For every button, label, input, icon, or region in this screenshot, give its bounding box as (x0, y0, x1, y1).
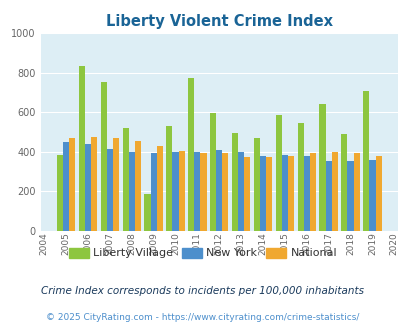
Bar (275, 115, 281, 231)
Bar (303, 156, 309, 231)
Bar (287, 156, 293, 231)
Bar (107, 149, 113, 231)
Bar (341, 134, 347, 231)
Bar (100, 82, 107, 231)
Bar (297, 123, 303, 231)
Bar (200, 153, 206, 231)
Bar (331, 152, 337, 231)
Bar (353, 153, 359, 231)
Bar (259, 156, 265, 231)
Bar (69, 138, 75, 231)
Bar (369, 160, 375, 231)
Title: Liberty Violent Crime Index: Liberty Violent Crime Index (105, 14, 332, 29)
Bar (85, 144, 91, 231)
Bar (144, 194, 150, 231)
Bar (237, 152, 243, 231)
Bar (63, 142, 69, 231)
Bar (222, 153, 228, 231)
Bar (362, 91, 369, 231)
Bar (134, 141, 141, 231)
Bar (309, 153, 315, 231)
Bar (91, 137, 97, 231)
Bar (79, 66, 85, 231)
Bar (166, 126, 172, 231)
Bar (122, 128, 128, 231)
Bar (215, 150, 222, 231)
Bar (188, 78, 194, 231)
Bar (231, 133, 237, 231)
Text: © 2025 CityRating.com - https://www.cityrating.com/crime-statistics/: © 2025 CityRating.com - https://www.city… (46, 313, 359, 322)
Bar (243, 157, 250, 231)
Text: Crime Index corresponds to incidents per 100,000 inhabitants: Crime Index corresponds to incidents per… (41, 286, 364, 296)
Bar (178, 151, 184, 231)
Legend: Liberty Village, New York, National: Liberty Village, New York, National (64, 243, 341, 263)
Bar (113, 138, 119, 231)
Bar (281, 155, 287, 231)
Bar (265, 157, 271, 231)
Bar (253, 138, 259, 231)
Bar (325, 161, 331, 231)
Bar (347, 161, 353, 231)
Bar (57, 155, 63, 231)
Bar (172, 152, 178, 231)
Bar (156, 146, 162, 231)
Bar (319, 104, 325, 231)
Bar (194, 152, 200, 231)
Bar (375, 156, 381, 231)
Bar (128, 152, 134, 231)
Bar (150, 153, 156, 231)
Bar (209, 113, 215, 231)
